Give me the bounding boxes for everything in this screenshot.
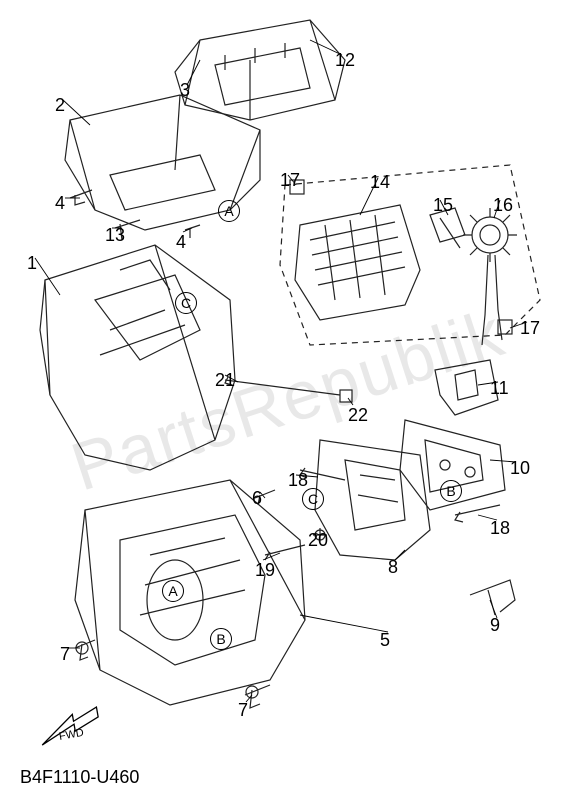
ref-A-1: A [218, 200, 240, 222]
callout-12: 12 [335, 50, 355, 71]
callout-1: 1 [27, 253, 37, 274]
part-9-band [470, 580, 515, 615]
callout-4a: 4 [55, 193, 65, 214]
ref-B-2: B [440, 480, 462, 502]
part-8-stay [315, 440, 430, 560]
callout-2: 2 [55, 95, 65, 116]
callout-8: 8 [388, 557, 398, 578]
callout-10: 10 [510, 458, 530, 479]
part-22-nut [340, 390, 352, 402]
part-14-headlight-body [295, 205, 420, 320]
drawing-ref: B4F1110-U460 [20, 767, 139, 788]
callout-14: 14 [370, 172, 390, 193]
callout-22: 22 [348, 405, 368, 426]
callout-17b: 17 [520, 318, 540, 339]
ref-C-2: C [302, 488, 324, 510]
ref-B-1: B [210, 628, 232, 650]
part-1-cowl [40, 245, 235, 470]
part-17-nut [290, 180, 512, 334]
part-5-undercover [75, 480, 305, 705]
callout-15: 15 [433, 195, 453, 216]
callout-17a: 17 [280, 170, 300, 191]
fwd-arrow-icon: FWD [30, 700, 110, 760]
part-16-socket [463, 208, 517, 345]
callout-19: 19 [255, 560, 275, 581]
part-12-meter [175, 20, 345, 120]
exploded-diagram [0, 0, 575, 800]
part-7-clip [75, 640, 270, 708]
callout-5: 5 [380, 630, 390, 651]
callout-7a: 7 [60, 644, 70, 665]
part-11-bracket [435, 360, 498, 415]
ref-A-2: A [162, 580, 184, 602]
callout-21: 21 [215, 370, 235, 391]
callout-9: 9 [490, 615, 500, 636]
callout-3: 3 [180, 80, 190, 101]
callout-20: 20 [308, 530, 328, 551]
callout-11: 11 [490, 378, 509, 399]
callout-18b: 18 [490, 518, 510, 539]
ref-C-1: C [175, 292, 197, 314]
callout-6: 6 [252, 488, 262, 509]
callout-4b: 4 [176, 232, 186, 253]
part-18-bolt [300, 468, 500, 522]
part-21-screw [225, 377, 340, 395]
callout-16: 16 [493, 195, 513, 216]
callout-7b: 7 [238, 700, 248, 721]
callout-13: 13 [105, 225, 125, 246]
